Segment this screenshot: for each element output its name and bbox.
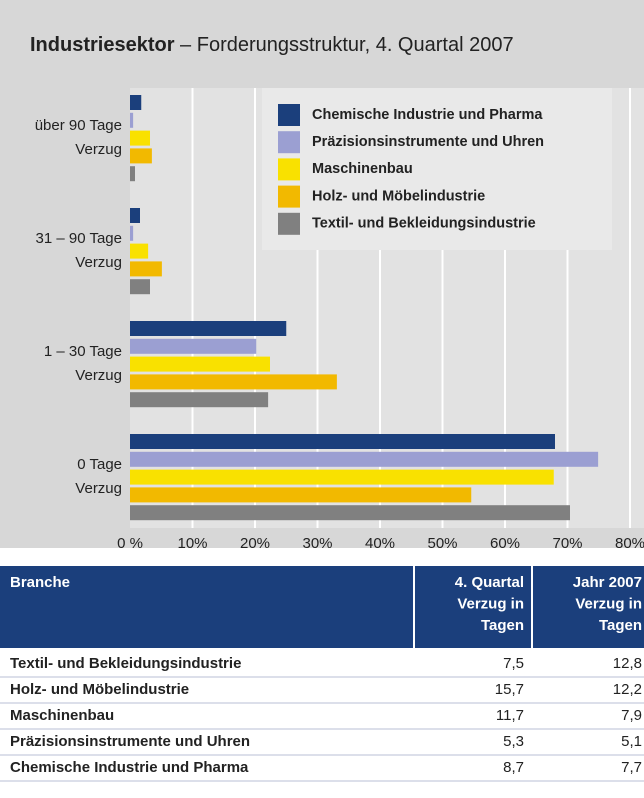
legend-label: Chemische Industrie und Pharma <box>312 107 543 123</box>
bar <box>130 505 570 521</box>
table-cell: 15,7 <box>495 681 524 698</box>
y-tick-label: 0 Tage <box>77 456 122 473</box>
table-header-text: Tagen <box>599 617 642 634</box>
y-tick-label: 31 – 90 Tage <box>36 230 122 247</box>
bar <box>130 166 135 182</box>
x-tick-label: 80% <box>615 535 644 552</box>
chart-subtitle: – Forderungsstruktur, 4. Quartal 2007 <box>180 34 514 56</box>
legend-swatch <box>278 131 300 154</box>
bar <box>130 374 337 390</box>
bar <box>130 356 270 372</box>
table-cell: 5,3 <box>503 733 524 750</box>
y-tick-label: Verzug <box>75 254 122 271</box>
x-tick-label: 30% <box>302 535 332 552</box>
bar <box>130 208 140 223</box>
x-tick-label: 20% <box>240 535 270 552</box>
table-header-text: 4. Quartal <box>455 574 524 591</box>
legend-swatch <box>278 185 300 208</box>
chart-title: Industriesektor <box>30 34 175 56</box>
chart-title-line: Industriesektor – Forderungsstruktur, 4.… <box>30 34 514 56</box>
bar <box>130 487 472 503</box>
legend-swatch <box>278 104 300 126</box>
legend-box <box>262 88 612 250</box>
table-header <box>0 566 644 648</box>
bar <box>130 148 152 164</box>
x-tick-label: 10% <box>177 535 207 552</box>
x-tick-label: 40% <box>365 535 395 552</box>
bar <box>130 95 142 110</box>
table-header-text: Verzug in <box>575 595 642 612</box>
y-tick-label: Verzug <box>75 141 122 158</box>
legend-label: Maschinenbau <box>312 161 413 177</box>
table-cell: 7,9 <box>621 707 642 724</box>
table-cell: Präzisionsinstrumente und Uhren <box>10 733 250 750</box>
table-cell: Maschinenbau <box>10 707 114 724</box>
legend-swatch <box>278 212 300 235</box>
table-header-text: Branche <box>10 574 70 591</box>
x-tick-label: 0 % <box>117 535 143 552</box>
table-header-text: Tagen <box>481 617 524 634</box>
bar <box>130 130 150 146</box>
y-tick-label: 1 – 30 Tage <box>44 343 122 360</box>
x-tick-label: 60% <box>490 535 520 552</box>
bar <box>130 261 162 277</box>
bar <box>130 225 134 241</box>
table-header-text: Jahr 2007 <box>573 574 642 591</box>
table-cell: Chemische Industrie und Pharma <box>10 759 249 776</box>
bar <box>130 469 554 485</box>
table-cell: 7,5 <box>503 655 524 672</box>
legend-swatch <box>278 158 300 181</box>
legend-label: Textil- und Bekleidungsindustrie <box>312 216 536 232</box>
legend-label: Holz- und Möbelindustrie <box>312 188 485 204</box>
bar <box>130 243 149 259</box>
table-cell: Holz- und Möbelindustrie <box>10 681 189 698</box>
y-tick-label: Verzug <box>75 480 122 497</box>
table-cell: 8,7 <box>503 759 524 776</box>
bar <box>130 321 287 336</box>
bar <box>130 112 134 128</box>
bar <box>130 451 599 467</box>
table-header-text: Verzug in <box>457 595 524 612</box>
bar <box>130 392 269 408</box>
x-tick-label: 70% <box>552 535 582 552</box>
legend-label: Präzisionsinstrumente und Uhren <box>312 134 544 150</box>
table-cell: 12,2 <box>613 681 642 698</box>
x-tick-label: 50% <box>427 535 457 552</box>
table-cell: 5,1 <box>621 733 642 750</box>
bar <box>130 338 257 354</box>
bar <box>130 434 555 449</box>
table-cell: 7,7 <box>621 759 642 776</box>
table-cell: 12,8 <box>613 655 642 672</box>
bar <box>130 279 150 295</box>
table-cell: Textil- und Bekleidungsindustrie <box>10 655 241 672</box>
y-tick-label: über 90 Tage <box>35 117 122 134</box>
table-cell: 11,7 <box>496 707 524 724</box>
y-tick-label: Verzug <box>75 367 122 384</box>
